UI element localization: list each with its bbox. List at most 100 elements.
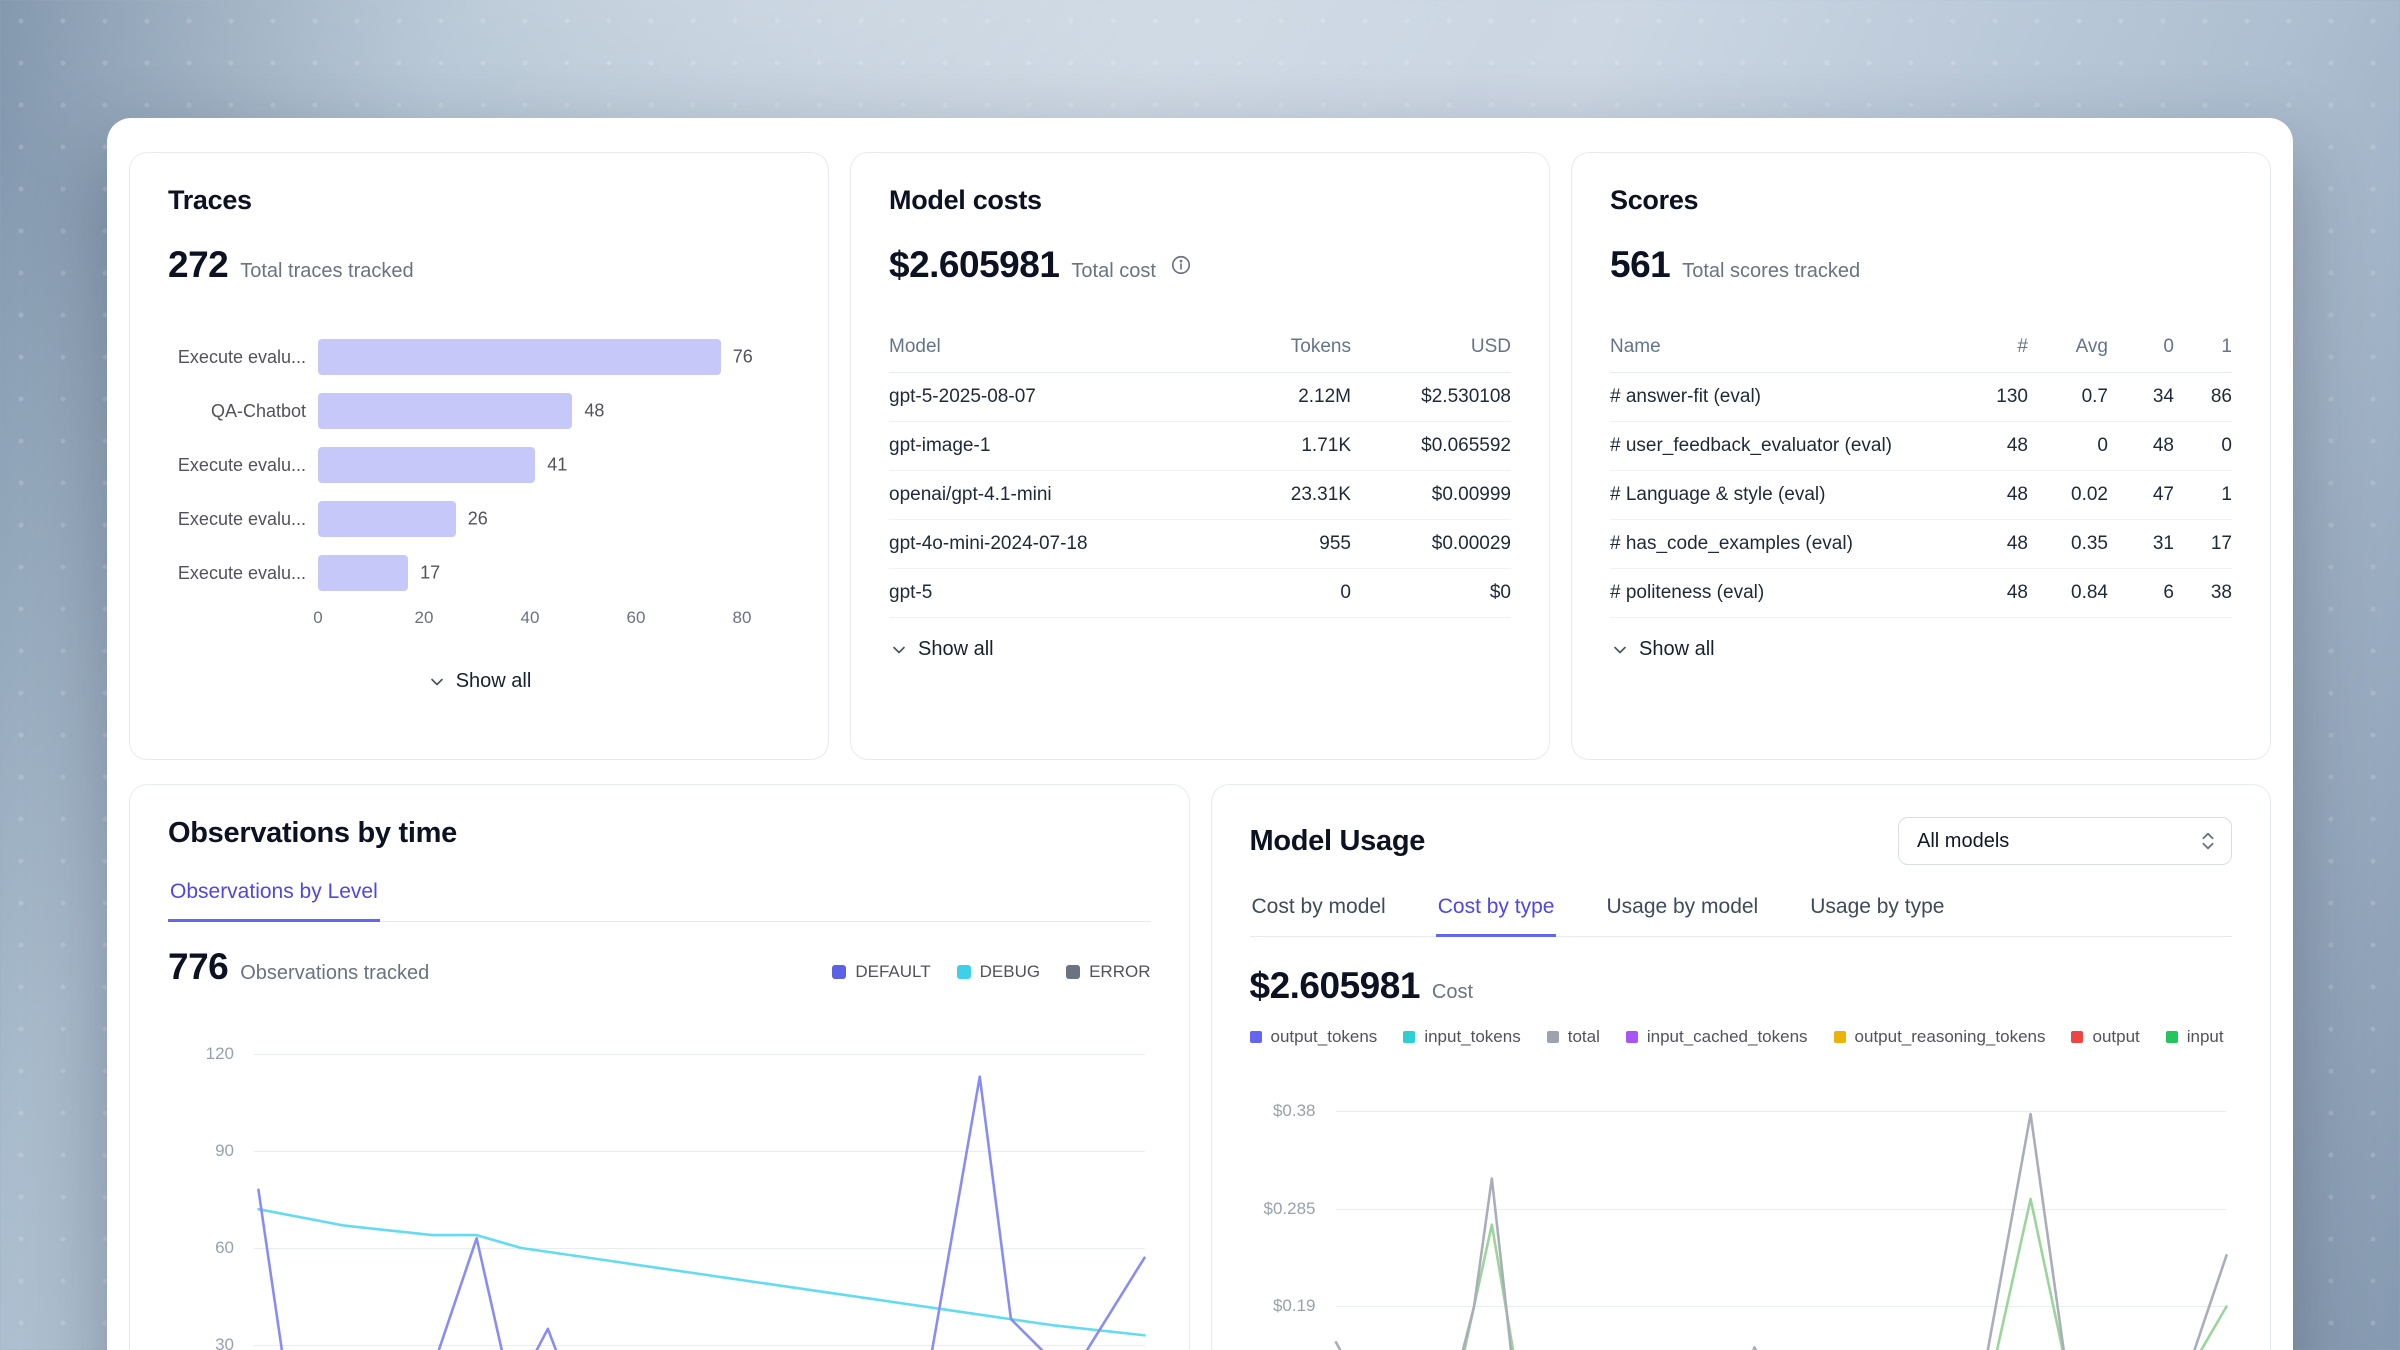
bar-row: Execute evalu... 17 (168, 546, 790, 600)
legend-item[interactable]: output_tokens (1249, 1027, 1377, 1047)
table-cell: 2.12M (1298, 386, 1351, 407)
legend-item[interactable]: output_reasoning_tokens (1833, 1026, 2046, 1047)
bar-row: Execute evalu... 76 (168, 330, 790, 384)
bar[interactable] (318, 447, 536, 483)
scores-show-all-button[interactable]: Show all (1610, 638, 1715, 661)
legend-swatch (956, 964, 971, 979)
bar[interactable] (318, 393, 573, 429)
x-axis-tick: 80 (732, 608, 752, 627)
bar-value-label: 17 (420, 562, 441, 583)
legend-item[interactable]: DEBUG (956, 962, 1040, 982)
tab-cost-by-type[interactable]: Cost by type (1435, 889, 1557, 937)
tab-observations-by-level[interactable]: Observations by Level (168, 874, 380, 922)
table-cell: 0 (2097, 435, 2108, 456)
legend-item[interactable]: input_cached_tokens (1625, 1027, 1808, 1047)
scores-count: 561 (1610, 244, 1671, 285)
table-cell: 48 (2006, 533, 2028, 554)
table-cell: gpt-4o-mini-2024-07-18 (889, 533, 1088, 554)
table-row[interactable]: # has_code_examples (eval) 48 0.35 31 17 (1610, 520, 2232, 569)
observations-tabs: Observations by Level (168, 874, 1151, 922)
bar-category-label: Execute evalu... (177, 454, 306, 475)
traces-metric-label: Total traces tracked (240, 260, 414, 282)
table-row[interactable]: gpt-5 0 $0 (889, 569, 1511, 618)
table-cell: 0.84 (2071, 582, 2108, 603)
tab-cost-by-model[interactable]: Cost by model (1251, 895, 1386, 918)
bottom-row: Observations by time Observations by Lev… (129, 784, 2271, 1350)
table-cell: 1 (2221, 484, 2232, 505)
gridline (1335, 1208, 2226, 1210)
table-header: Model Tokens USD (889, 336, 1511, 373)
bar[interactable] (318, 339, 721, 375)
bar[interactable] (318, 501, 456, 537)
bar-track: 48 (318, 393, 790, 429)
y-axis-label: 60 (215, 1237, 234, 1257)
legend-label: output_reasoning_tokens (1854, 1026, 2046, 1046)
column-header: # (2017, 336, 2028, 357)
model-usage-header: Model Usage All models (1249, 817, 2232, 865)
bar-track: 41 (318, 447, 790, 483)
observations-count: 776 (168, 945, 229, 987)
legend-item[interactable]: input (2165, 1027, 2224, 1047)
model-costs-show-all-button[interactable]: Show all (889, 638, 994, 661)
tab-usage-by-model[interactable]: Usage by model (1606, 895, 1759, 918)
show-all-label: Show all (918, 638, 994, 660)
table-row[interactable]: # politeness (eval) 48 0.84 6 38 (1610, 569, 2232, 618)
model-usage-line-chart: $0.38 $0.285 $0.19 (1250, 1071, 2233, 1350)
model-usage-title: Model Usage (1249, 824, 1426, 857)
table-cell: 47 (2152, 484, 2174, 505)
observations-legend: DEFAULT DEBUG ERROR (832, 962, 1151, 982)
gridline (254, 1053, 1145, 1055)
traces-show-all-button[interactable]: Show all (427, 670, 531, 693)
chevron-down-icon (1614, 646, 1626, 653)
series-DEFAULT (258, 1076, 1144, 1350)
table-cell: 17 (2210, 533, 2232, 554)
model-filter-value: All models (1917, 829, 2010, 852)
observations-card: Observations by time Observations by Lev… (129, 784, 1190, 1350)
legend-item[interactable]: total (1546, 1027, 1600, 1047)
legend-item[interactable]: ERROR (1066, 962, 1151, 982)
x-axis-tick: 20 (414, 608, 434, 627)
table-row[interactable]: # user_feedback_evaluator (eval) 48 0 48 0 (1610, 422, 2232, 471)
table-row[interactable]: # answer-fit (eval) 130 0.7 34 86 (1610, 373, 2232, 422)
x-axis-tick: 60 (626, 608, 646, 627)
legend-item[interactable]: DEFAULT (832, 962, 931, 982)
observations-metric-row: 776 Observations tracked DEFAULT DEBUG ERR… (168, 922, 1151, 988)
table-cell: gpt-image-1 (889, 435, 991, 456)
table-row[interactable]: gpt-5-2025-08-07 2.12M $2.530108 (889, 373, 1511, 422)
table-row[interactable]: openai/gpt-4.1-mini 23.31K $0.00999 (889, 471, 1511, 520)
table-cell: gpt-5 (889, 582, 933, 603)
table-cell: $0 (1489, 582, 1511, 603)
tab-usage-by-type[interactable]: Usage by type (1810, 895, 1945, 918)
bar[interactable] (318, 555, 409, 591)
y-axis-label: $0.19 (1272, 1295, 1316, 1315)
column-header: 1 (2221, 336, 2232, 357)
table-cell: 1.71K (1301, 435, 1351, 456)
model-filter-dropdown[interactable]: All models (1898, 817, 2232, 865)
traces-card: Traces 272 Total traces tracked Execute … (129, 152, 829, 760)
legend-swatch (1249, 1030, 1262, 1043)
bar-value-label: 76 (732, 346, 753, 367)
legend-item[interactable]: input_tokens (1403, 1027, 1521, 1047)
bar-track: 17 (318, 555, 790, 591)
table-cell: 48 (2006, 582, 2028, 603)
gridline (1335, 1111, 2226, 1113)
usage-cost-label: Cost (1431, 980, 1474, 1003)
table-row[interactable]: gpt-4o-mini-2024-07-18 955 $0.00029 (889, 520, 1511, 569)
table-cell: 0 (2221, 435, 2232, 456)
table-row[interactable]: # Language & style (eval) 48 0.02 47 1 (1610, 471, 2232, 520)
series-total (1336, 1114, 2227, 1350)
table-header: Name # Avg 0 1 (1610, 336, 2232, 373)
table-row[interactable]: gpt-image-1 1.71K $0.065592 (889, 422, 1511, 471)
info-icon[interactable] (1170, 254, 1192, 276)
model-costs-title: Model costs (889, 185, 1042, 215)
y-axis-label: 120 (205, 1043, 234, 1063)
scores-title: Scores (1610, 185, 1699, 215)
table-cell: $0.00999 (1431, 484, 1511, 505)
traces-count: 272 (168, 244, 229, 285)
column-header: 0 (2163, 336, 2174, 357)
legend-item[interactable]: output (2071, 1027, 2140, 1047)
column-header: USD (1470, 336, 1511, 357)
show-all-label: Show all (1639, 638, 1715, 660)
legend-swatch (2071, 1030, 2084, 1043)
x-axis-tick: 40 (520, 608, 540, 627)
